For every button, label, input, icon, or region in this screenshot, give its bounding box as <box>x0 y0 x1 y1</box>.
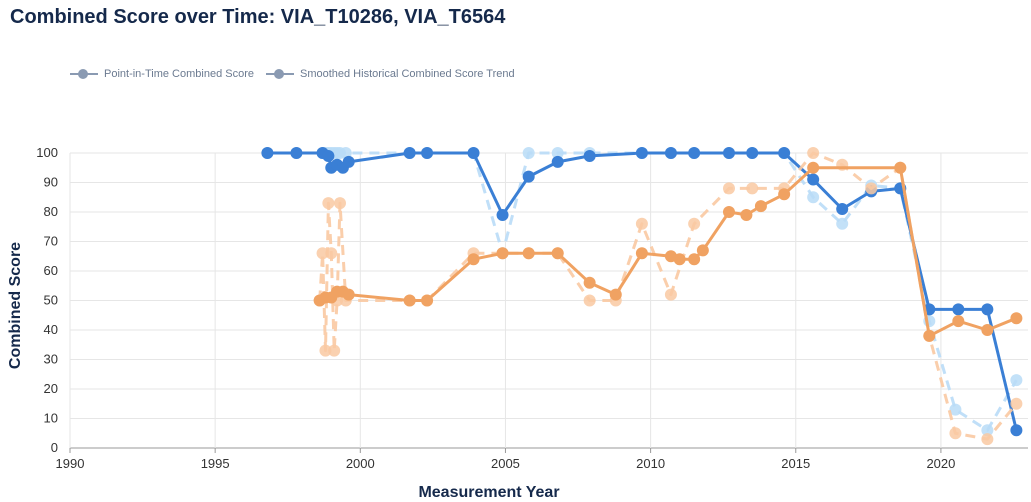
data-point <box>583 276 596 289</box>
x-tick-label: 2005 <box>491 456 520 471</box>
legend-swatch-icon <box>70 69 98 79</box>
legend-swatch-icon <box>265 69 294 79</box>
y-tick-label: 50 <box>44 293 58 308</box>
data-point <box>1010 312 1023 325</box>
data-point <box>403 294 416 307</box>
data-point <box>290 147 303 159</box>
data-point <box>836 203 849 216</box>
data-point <box>1010 424 1023 437</box>
data-point <box>261 147 274 159</box>
chart-title: Combined Score over Time: VIA_T10286, VI… <box>10 6 506 28</box>
data-point <box>981 324 994 336</box>
x-axis-title: Measurement Year <box>418 484 559 501</box>
data-point <box>325 247 338 260</box>
data-point <box>467 253 480 266</box>
data-point <box>746 182 759 195</box>
y-tick-label: 30 <box>44 352 58 367</box>
chart-legend: Point-in-Time Combined Score Smoothed Hi… <box>70 68 515 80</box>
x-tick-label: 1990 <box>56 456 85 471</box>
data-point <box>664 147 677 159</box>
data-point <box>807 161 820 174</box>
data-point <box>522 147 535 159</box>
y-tick-label: 40 <box>44 322 58 337</box>
data-point <box>333 197 346 210</box>
y-tick-label: 10 <box>44 411 58 426</box>
data-point <box>807 191 820 204</box>
data-point <box>551 147 564 159</box>
data-point <box>522 170 535 183</box>
data-point <box>1010 374 1023 387</box>
data-point <box>322 149 335 162</box>
data-point <box>522 247 535 260</box>
data-point <box>981 433 994 446</box>
data-point <box>952 303 965 316</box>
data-point <box>551 247 564 260</box>
data-point <box>778 188 791 201</box>
data-point <box>664 288 677 301</box>
y-tick-label: 20 <box>44 381 58 396</box>
data-point <box>673 253 686 266</box>
data-point <box>949 427 962 440</box>
data-point <box>836 217 849 230</box>
data-point <box>688 253 701 266</box>
legend-item-point-in-time[interactable]: Point-in-Time Combined Score <box>70 68 254 80</box>
data-point <box>688 217 701 230</box>
data-point <box>722 182 735 195</box>
data-point <box>583 149 596 162</box>
legend-label: Point-in-Time Combined Score <box>104 68 254 80</box>
x-tick-label: 2010 <box>636 456 665 471</box>
data-point <box>328 344 341 357</box>
data-point <box>635 147 648 159</box>
data-point <box>696 244 709 257</box>
x-tick-label: 2000 <box>346 456 375 471</box>
data-point <box>342 155 355 168</box>
x-tick-label: 2015 <box>781 456 810 471</box>
data-point <box>496 208 509 221</box>
data-point <box>722 147 735 159</box>
data-point <box>316 247 329 260</box>
data-point <box>981 424 994 437</box>
y-tick-label: 60 <box>44 263 58 278</box>
data-point <box>403 147 416 159</box>
data-point <box>421 294 434 307</box>
y-tick-label: 90 <box>44 175 58 190</box>
data-point <box>807 147 820 159</box>
data-point <box>467 147 480 159</box>
data-point <box>923 329 936 342</box>
data-point <box>635 217 648 230</box>
data-point <box>635 247 648 260</box>
data-point <box>421 147 434 159</box>
data-point <box>1010 397 1023 410</box>
x-tick-label: 1995 <box>201 456 230 471</box>
data-point <box>807 173 820 186</box>
data-point <box>754 200 767 213</box>
data-point <box>952 315 965 328</box>
y-tick-label: 100 <box>36 145 58 160</box>
data-point <box>949 403 962 416</box>
y-tick-label: 0 <box>51 440 58 455</box>
data-point <box>319 344 332 357</box>
y-tick-label: 70 <box>44 234 58 249</box>
legend-item-smoothed[interactable]: Smoothed Historical Combined Score Trend <box>265 68 515 80</box>
data-point <box>342 288 355 301</box>
data-point <box>688 147 701 159</box>
data-point <box>740 208 753 221</box>
x-tick-label: 2020 <box>926 456 955 471</box>
data-point <box>981 303 994 316</box>
data-point <box>551 155 564 168</box>
y-axis-title: Combined Score <box>7 242 24 369</box>
data-point <box>865 182 878 195</box>
data-point <box>322 197 335 210</box>
data-point <box>746 147 759 159</box>
data-point <box>894 161 907 174</box>
data-point <box>609 288 622 301</box>
data-point <box>583 294 596 307</box>
data-point <box>722 206 735 218</box>
data-point <box>778 147 791 159</box>
data-point <box>496 247 509 260</box>
y-tick-label: 80 <box>44 204 58 219</box>
legend-label: Smoothed Historical Combined Score Trend <box>299 68 515 80</box>
